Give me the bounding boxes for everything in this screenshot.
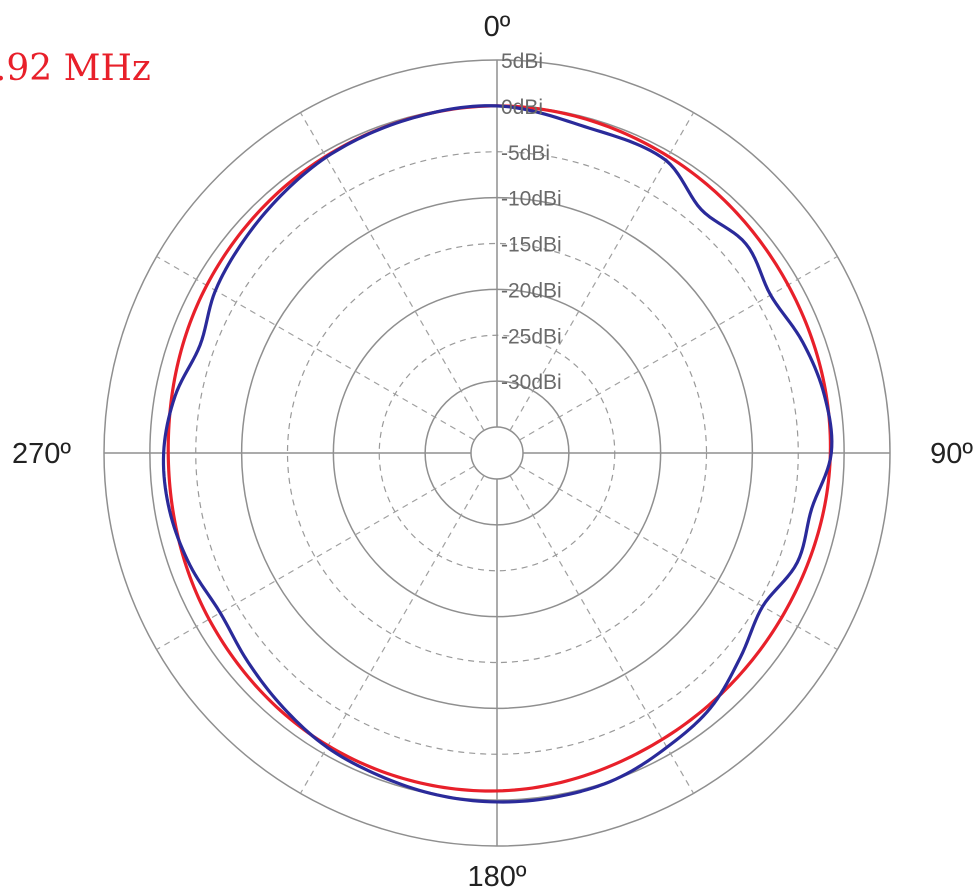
grid-spoke-330 <box>299 112 485 431</box>
grid-spoke-60 <box>519 255 838 441</box>
grid-spoke-150 <box>509 475 695 794</box>
series-layer <box>161 104 834 804</box>
frequency-annotation: 3.92 MHz <box>0 48 151 89</box>
angle-label-270: 270º <box>12 438 71 470</box>
radial-tick-label-0: 5dBi <box>501 50 543 73</box>
polar-grid <box>103 59 891 847</box>
series-line-1 <box>166 104 833 793</box>
radial-tick-label-3: -10dBi <box>501 188 562 211</box>
radial-tick-label-7: -30dBi <box>501 371 562 394</box>
grid-ring-m35 <box>470 426 524 480</box>
radial-tick-label-2: -5dBi <box>501 142 550 165</box>
grid-spoke-240 <box>156 465 475 651</box>
radial-tick-label-5: -20dBi <box>501 279 562 302</box>
label-layer: 5dBi 0dBi -5dBi -10dBi -15dBi -20dBi -25dBi -30… <box>12 11 973 893</box>
angle-label-0: 0º <box>484 11 511 43</box>
angle-label-90: 90º <box>930 438 973 470</box>
angle-label-180: 180º <box>468 861 527 893</box>
radial-tick-label-6: -25dBi <box>501 325 562 348</box>
grid-spoke-300 <box>156 255 475 441</box>
grid-spoke-120 <box>519 465 838 651</box>
radial-tick-label-4: -15dBi <box>501 234 562 257</box>
radial-tick-label-1: 0dBi <box>501 96 543 119</box>
series-line-2 <box>161 104 834 804</box>
